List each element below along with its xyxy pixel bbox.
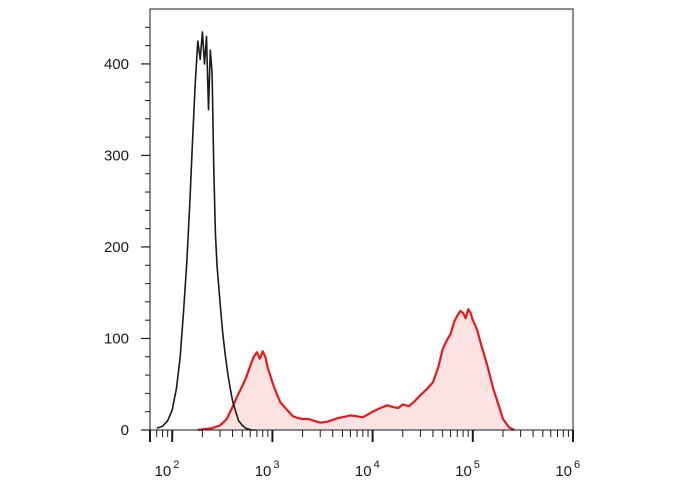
x-tick-label: 10 4 [355,459,380,480]
series-1-area [197,309,515,430]
plot-frame [149,8,574,431]
plot-layer [156,31,515,432]
x-tick-base: 10 [255,463,272,480]
x-tick-base: 10 [155,463,172,480]
y-tick-label: 100 [104,330,129,347]
y-tick-label: 300 [104,147,129,164]
x-tick-base: 10 [455,463,472,480]
x-tick-base: 10 [555,463,572,480]
x-tick-exponent: 5 [474,459,480,471]
x-tick-exponent: 2 [173,459,179,471]
x-tick-label: 10 3 [255,459,280,480]
series-0-line [156,31,256,431]
y-tick-label: 400 [104,56,129,73]
x-tick-base: 10 [355,463,372,480]
x-tick-exponent: 3 [273,459,279,471]
x-tick-label: 10 6 [555,459,580,480]
x-tick-exponent: 6 [574,459,580,471]
y-tick-label: 200 [104,239,129,256]
series-1-line [197,308,515,432]
x-tick-label: 10 2 [155,459,180,480]
y-tick-label: 0 [121,422,129,439]
x-tick-exponent: 4 [374,459,380,471]
x-tick-label: 10 5 [455,459,480,480]
